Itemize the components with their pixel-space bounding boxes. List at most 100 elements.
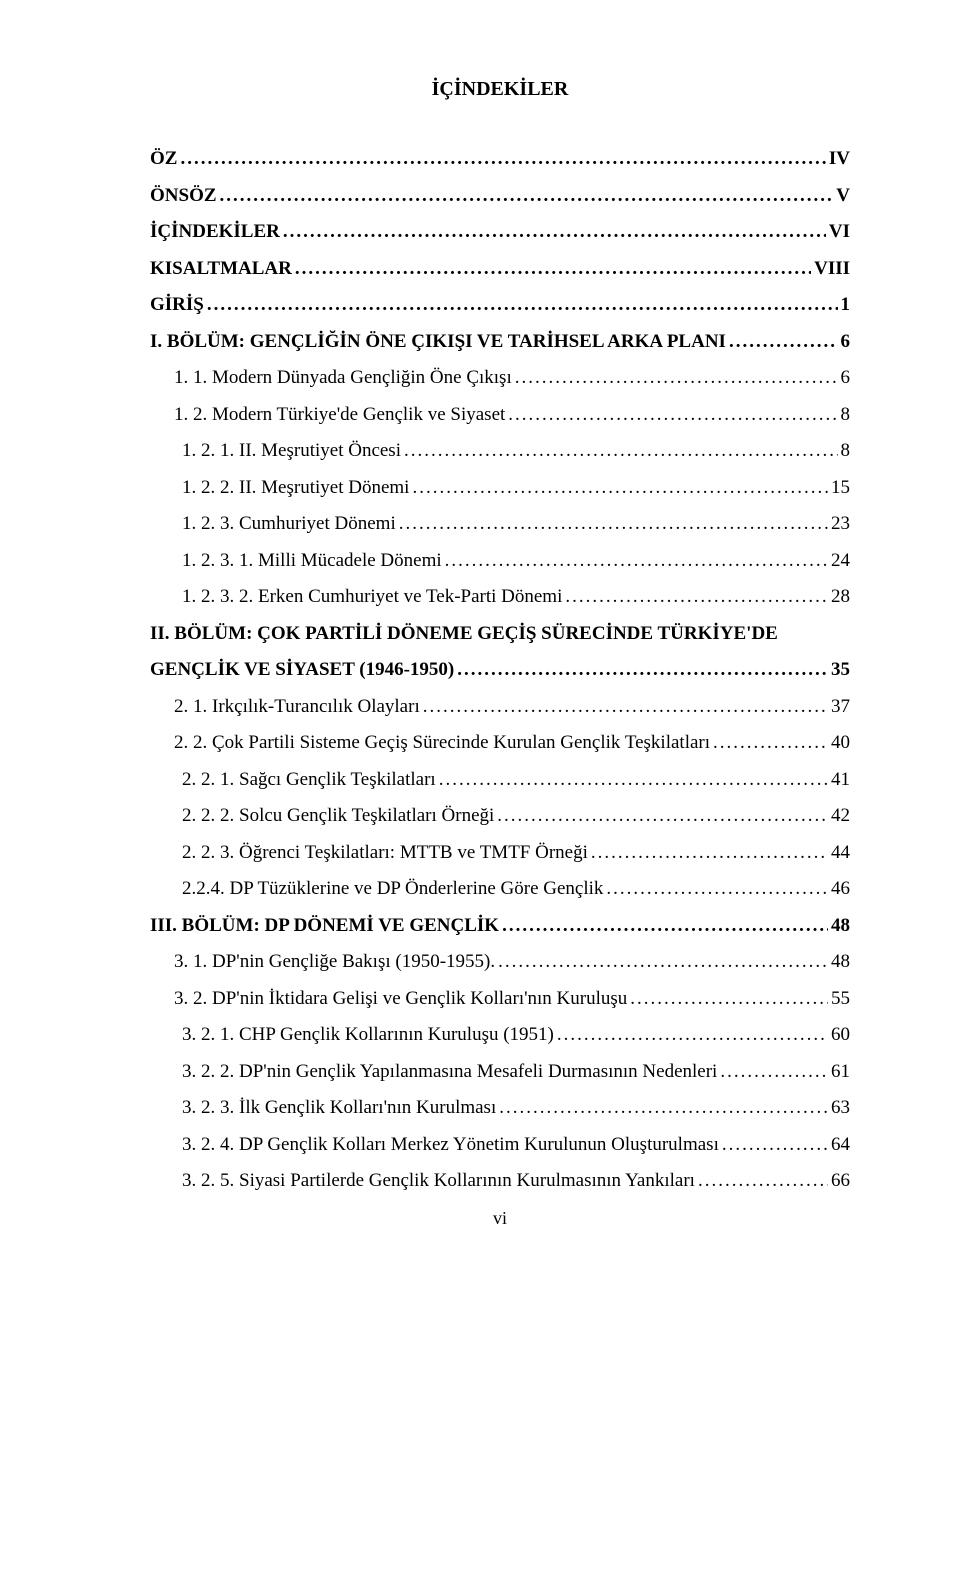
toc-entry: I. BÖLÜM: GENÇLİĞİN ÖNE ÇIKIŞI VE TARİHS… bbox=[150, 332, 850, 351]
toc-entry: GİRİŞ 1 bbox=[150, 295, 850, 314]
toc-dots bbox=[439, 770, 828, 789]
toc-entry-page: 15 bbox=[831, 478, 850, 497]
toc-dots bbox=[412, 478, 828, 497]
toc-dots bbox=[457, 660, 828, 679]
toc-entry: 3. 2. DP'nin İktidara Gelişi ve Gençlik … bbox=[150, 989, 850, 1008]
toc-entry-label: 2. 2. 1. Sağcı Gençlik Teşkilatları bbox=[182, 770, 436, 789]
toc-entry-label: 1. 1. Modern Dünyada Gençliğin Öne Çıkış… bbox=[174, 368, 512, 387]
toc-dots bbox=[498, 952, 828, 971]
toc-entry-label: 1. 2. Modern Türkiye'de Gençlik ve Siyas… bbox=[174, 405, 505, 424]
toc-entry: 3. 2. 2. DP'nin Gençlik Yapılanmasına Me… bbox=[150, 1062, 850, 1081]
toc-entry-page: 44 bbox=[831, 843, 850, 862]
toc-entry: 1. 2. 3. Cumhuriyet Dönemi 23 bbox=[150, 514, 850, 533]
toc-dots bbox=[565, 587, 828, 606]
page-container: İÇİNDEKİLER ÖZ IVÖNSÖZ VİÇİNDEKİLER VIKI… bbox=[0, 0, 960, 1289]
toc-dots bbox=[591, 843, 828, 862]
toc-dots bbox=[630, 989, 828, 1008]
toc-entry: 3. 2. 1. CHP Gençlik Kollarının Kuruluşu… bbox=[150, 1025, 850, 1044]
toc-dots bbox=[399, 514, 828, 533]
toc-entry-page: V bbox=[836, 186, 850, 205]
toc-dots bbox=[698, 1171, 828, 1190]
toc-entry-label: 2. 2. 2. Solcu Gençlik Teşkilatları Örne… bbox=[182, 806, 494, 825]
toc-dots bbox=[722, 1135, 828, 1154]
toc-entry-label: 1. 2. 3. 1. Milli Mücadele Dönemi bbox=[182, 551, 442, 570]
toc-entry: II. BÖLÜM: ÇOK PARTİLİ DÖNEME GEÇİŞ SÜRE… bbox=[150, 624, 850, 643]
toc-entry-label: 2. 2. Çok Partili Sisteme Geçiş Sürecind… bbox=[174, 733, 710, 752]
toc-entry: KISALTMALAR VIII bbox=[150, 259, 850, 278]
toc-dots bbox=[283, 222, 826, 241]
toc-entry: 1. 1. Modern Dünyada Gençliğin Öne Çıkış… bbox=[150, 368, 850, 387]
toc-entry-page: 1 bbox=[841, 295, 851, 314]
toc-entry: 3. 2. 4. DP Gençlik Kolları Merkez Yönet… bbox=[150, 1135, 850, 1154]
toc-entry-label: II. BÖLÜM: ÇOK PARTİLİ DÖNEME GEÇİŞ SÜRE… bbox=[150, 624, 778, 643]
toc-dots bbox=[713, 733, 828, 752]
toc-entry-label: 1. 2. 3. Cumhuriyet Dönemi bbox=[182, 514, 396, 533]
toc-dots bbox=[180, 149, 825, 168]
toc-entry-page: 23 bbox=[831, 514, 850, 533]
toc-entry-page: 6 bbox=[841, 332, 851, 351]
toc-entry-label: III. BÖLÜM: DP DÖNEMİ VE GENÇLİK bbox=[150, 916, 499, 935]
toc-entry-label: GİRİŞ bbox=[150, 295, 204, 314]
toc-entry-label: 1. 2. 2. II. Meşrutiyet Dönemi bbox=[182, 478, 409, 497]
toc-dots bbox=[220, 186, 834, 205]
toc-dots bbox=[423, 697, 828, 716]
toc-dots bbox=[497, 806, 828, 825]
toc-entry: ÖZ IV bbox=[150, 149, 850, 168]
toc-entry: 2. 2. Çok Partili Sisteme Geçiş Sürecind… bbox=[150, 733, 850, 752]
toc-entry-page: 8 bbox=[841, 405, 851, 424]
toc-entry: III. BÖLÜM: DP DÖNEMİ VE GENÇLİK 48 bbox=[150, 916, 850, 935]
toc-list: ÖZ IVÖNSÖZ VİÇİNDEKİLER VIKISALTMALAR VI… bbox=[150, 149, 850, 1190]
toc-entry-label: KISALTMALAR bbox=[150, 259, 292, 278]
toc-entry: 2. 2. 1. Sağcı Gençlik Teşkilatları 41 bbox=[150, 770, 850, 789]
toc-entry-label: I. BÖLÜM: GENÇLİĞİN ÖNE ÇIKIŞI VE TARİHS… bbox=[150, 332, 726, 351]
toc-entry-label: 3. 2. DP'nin İktidara Gelişi ve Gençlik … bbox=[174, 989, 627, 1008]
toc-entry-label: 3. 2. 1. CHP Gençlik Kollarının Kuruluşu… bbox=[182, 1025, 554, 1044]
toc-entry: 2. 2. 3. Öğrenci Teşkilatları: MTTB ve T… bbox=[150, 843, 850, 862]
toc-entry-page: 42 bbox=[831, 806, 850, 825]
toc-dots bbox=[729, 332, 838, 351]
toc-entry-page: 63 bbox=[831, 1098, 850, 1117]
toc-entry-page: 24 bbox=[831, 551, 850, 570]
toc-entry: 1. 2. 3. 1. Milli Mücadele Dönemi 24 bbox=[150, 551, 850, 570]
toc-entry-page: 46 bbox=[831, 879, 850, 898]
toc-entry: 1. 2. 1. II. Meşrutiyet Öncesi 8 bbox=[150, 441, 850, 460]
toc-title: İÇİNDEKİLER bbox=[150, 78, 850, 101]
toc-entry-page: VIII bbox=[814, 259, 850, 278]
toc-dots bbox=[557, 1025, 828, 1044]
toc-dots bbox=[508, 405, 837, 424]
toc-entry-page: 60 bbox=[831, 1025, 850, 1044]
toc-entry-label: 3. 2. 3. İlk Gençlik Kolları'nın Kurulma… bbox=[182, 1098, 496, 1117]
toc-entry-label: 2.2.4. DP Tüzüklerine ve DP Önderlerine … bbox=[182, 879, 603, 898]
toc-entry-page: 28 bbox=[831, 587, 850, 606]
toc-entry-page: 66 bbox=[831, 1171, 850, 1190]
toc-entry-page: 6 bbox=[841, 368, 851, 387]
toc-entry: 1. 2. 3. 2. Erken Cumhuriyet ve Tek-Part… bbox=[150, 587, 850, 606]
toc-entry-page: IV bbox=[829, 149, 850, 168]
toc-dots bbox=[515, 368, 838, 387]
toc-entry-label: İÇİNDEKİLER bbox=[150, 222, 280, 241]
toc-entry-label: 1. 2. 3. 2. Erken Cumhuriyet ve Tek-Part… bbox=[182, 587, 562, 606]
toc-entry-page: 8 bbox=[841, 441, 851, 460]
toc-entry: 3. 2. 5. Siyasi Partilerde Gençlik Kolla… bbox=[150, 1171, 850, 1190]
toc-entry-page: 40 bbox=[831, 733, 850, 752]
toc-entry-label: 3. 2. 4. DP Gençlik Kolları Merkez Yönet… bbox=[182, 1135, 719, 1154]
toc-entry-page: 41 bbox=[831, 770, 850, 789]
toc-entry: 2. 2. 2. Solcu Gençlik Teşkilatları Örne… bbox=[150, 806, 850, 825]
toc-entry: 3. 1. DP'nin Gençliğe Bakışı (1950-1955)… bbox=[150, 952, 850, 971]
toc-entry-label: 2. 1. Irkçılık-Turancılık Olayları bbox=[174, 697, 420, 716]
toc-entry-label: 3. 2. 5. Siyasi Partilerde Gençlik Kolla… bbox=[182, 1171, 695, 1190]
toc-entry-page: 48 bbox=[831, 916, 850, 935]
toc-dots bbox=[606, 879, 828, 898]
page-number: vi bbox=[150, 1208, 850, 1229]
toc-entry-page: 48 bbox=[831, 952, 850, 971]
toc-dots bbox=[720, 1062, 828, 1081]
toc-entry-page: 64 bbox=[831, 1135, 850, 1154]
toc-entry-page: 55 bbox=[831, 989, 850, 1008]
toc-entry-page: 37 bbox=[831, 697, 850, 716]
toc-entry: 3. 2. 3. İlk Gençlik Kolları'nın Kurulma… bbox=[150, 1098, 850, 1117]
toc-entry: 2.2.4. DP Tüzüklerine ve DP Önderlerine … bbox=[150, 879, 850, 898]
toc-dots bbox=[404, 441, 838, 460]
toc-entry-page: 35 bbox=[831, 660, 850, 679]
toc-dots bbox=[502, 916, 828, 935]
toc-entry: ÖNSÖZ V bbox=[150, 186, 850, 205]
